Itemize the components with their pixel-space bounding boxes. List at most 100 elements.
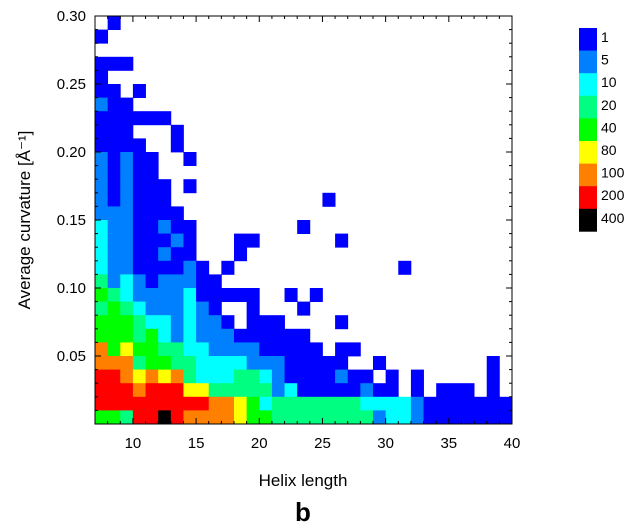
heatmap-cell [95, 247, 109, 262]
heatmap-cell [95, 165, 109, 180]
heatmap-cell [398, 410, 412, 425]
heatmap-cell [132, 274, 146, 289]
heatmap-cell [335, 369, 349, 384]
heatmap-cell [145, 179, 159, 194]
heatmap-cell [221, 288, 235, 302]
heatmap-cell [297, 328, 311, 343]
heatmap-cell [183, 315, 197, 330]
heatmap-cell [271, 356, 285, 370]
heatmap-cell [183, 274, 197, 289]
heatmap-cell [170, 315, 184, 330]
heatmap-cell [145, 220, 159, 234]
heatmap-cell [170, 410, 184, 425]
heatmap-cell [170, 342, 184, 357]
heatmap-cell [347, 383, 361, 398]
color-legend: 1 5 10 20 40 80 100 200 400 [579, 28, 625, 232]
heatmap-cell [158, 342, 172, 357]
legend-swatch [579, 95, 597, 119]
heatmap-cell [120, 233, 134, 248]
heatmap-cell [208, 315, 222, 330]
heatmap-cell [158, 396, 172, 411]
heatmap-cell [196, 274, 210, 289]
heatmap-cell [145, 369, 159, 384]
heatmap-cell [107, 396, 121, 411]
heatmap-cell [183, 396, 197, 411]
heatmap-cell [208, 301, 222, 316]
heatmap-cell [335, 342, 349, 357]
heatmap-cell [183, 383, 197, 398]
heatmap-cell [107, 301, 121, 316]
heatmap-cell [170, 206, 184, 221]
heatmap-cell [145, 274, 159, 289]
heatmap-cell [95, 301, 109, 316]
heatmap-cell [107, 410, 121, 425]
heatmap-cell [347, 396, 361, 411]
heatmap-cell [132, 342, 146, 357]
heatmap-cell [145, 315, 159, 330]
heatmap-cell [107, 369, 121, 384]
heatmap-cell [183, 328, 197, 343]
x-axis-label: Helix length [259, 471, 348, 490]
x-tick-label: 30 [377, 435, 394, 452]
heatmap-cell [170, 328, 184, 343]
heatmap-cell [297, 342, 311, 357]
heatmap-cell [132, 247, 146, 262]
heatmap-cell [208, 288, 222, 302]
heatmap-cell [259, 328, 273, 343]
y-tick-labels: 0.05 0.10 0.15 0.20 0.25 0.30 [57, 8, 86, 365]
heatmap-cell [196, 328, 210, 343]
heatmap-cell [132, 138, 146, 153]
heatmap-cell [120, 410, 134, 425]
heatmap-cell [107, 165, 121, 180]
heatmap-cell [271, 396, 285, 411]
heatmap-cell [95, 410, 109, 425]
heatmap-cell [120, 97, 134, 112]
heatmap-cell [486, 383, 500, 398]
legend-swatch [579, 141, 597, 164]
heatmap-cell [158, 328, 172, 343]
heatmap-cell [436, 383, 450, 398]
heatmap-cell [132, 220, 146, 234]
heatmap-cell [132, 396, 146, 411]
heatmap-cell [107, 356, 121, 370]
heatmap-cell [208, 369, 222, 384]
heatmap-cell [170, 138, 184, 153]
heatmap-cell [360, 396, 374, 411]
heatmap-cell [448, 383, 462, 398]
heatmap-cell [120, 138, 134, 153]
heatmap-cell [132, 152, 146, 166]
heatmap-cell [246, 233, 260, 248]
legend-label: 1 [601, 29, 609, 45]
heatmap-cell [145, 247, 159, 262]
heatmap-cell [120, 356, 134, 370]
heatmap-cell [95, 369, 109, 384]
heatmap-cell [120, 315, 134, 330]
heatmap-cell [183, 220, 197, 234]
heatmap-cell [145, 356, 159, 370]
heatmap-cell [208, 410, 222, 425]
heatmap-cell [132, 383, 146, 398]
legend-label: 100 [601, 165, 625, 181]
heatmap-cell [120, 152, 134, 166]
heatmap-cell [107, 124, 121, 139]
heatmap-cell [196, 301, 210, 316]
heatmap-cell [196, 356, 210, 370]
heatmap-cell [234, 342, 248, 357]
heatmap-cell [107, 111, 121, 126]
heatmap-cell [132, 84, 146, 98]
heatmap-cell [360, 410, 374, 425]
heatmap-cell [183, 369, 197, 384]
heatmap-cell [120, 369, 134, 384]
heatmap-cell [170, 369, 184, 384]
heatmap-cell [95, 383, 109, 398]
heatmap-cell [120, 247, 134, 262]
legend-label: 200 [601, 187, 625, 203]
heatmap-cell [120, 301, 134, 316]
heatmap-cell [221, 260, 235, 275]
heatmap-cell [322, 410, 336, 425]
heatmap-cell [309, 288, 323, 302]
heatmap-cell [373, 410, 387, 425]
heatmap-cell [107, 56, 121, 71]
heatmap-cell [423, 396, 437, 411]
heatmap-cell [145, 288, 159, 302]
